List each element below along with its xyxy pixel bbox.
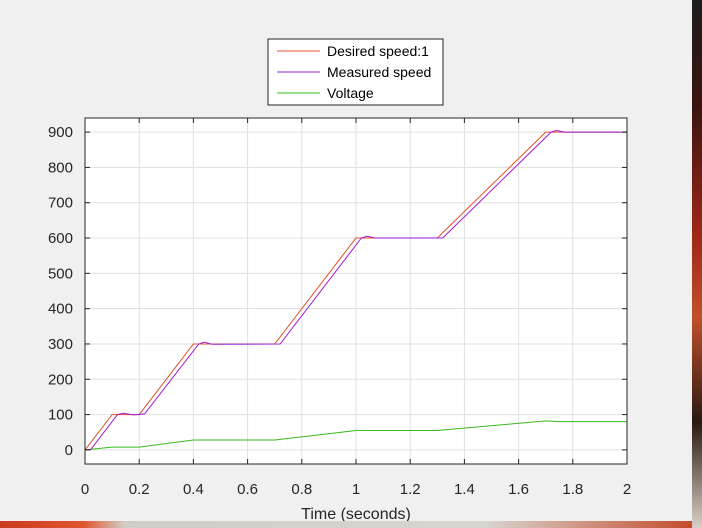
figure-window: 0 0.2 0.4 0.6 0.8 1 1.2 1.4 1.6 1.8 2 0 100 200 300 40… — [47, 38, 632, 521]
x-tick-label: 0.6 — [237, 481, 258, 498]
y-tick-label: 500 — [48, 265, 73, 282]
x-tick-label: 1.2 — [400, 481, 421, 498]
y-tick-label: 300 — [48, 336, 73, 353]
legend-label-measured-speed: Measured speed — [327, 64, 431, 80]
y-tick-label: 800 — [48, 159, 73, 176]
y-tick-label: 100 — [48, 407, 73, 424]
legend[interactable]: Desired speed:1 Measured speed Voltage — [267, 38, 444, 106]
y-tick-label: 0 — [65, 442, 73, 459]
background-desktop-edge — [0, 521, 692, 528]
legend-label-voltage: Voltage — [327, 85, 374, 101]
x-tick-label: 1.8 — [562, 481, 583, 498]
series-line-measured-speed — [85, 129, 627, 451]
y-tick-label: 700 — [48, 195, 73, 212]
x-tick-label: 0 — [81, 481, 89, 498]
x-tick-label: 0.2 — [129, 481, 150, 498]
series-line-voltage — [84, 420, 627, 451]
y-tick-label: 400 — [48, 301, 73, 318]
x-tick-label: 0.4 — [183, 481, 204, 498]
y-tick-label: 200 — [48, 371, 73, 388]
x-tick-label: 1.6 — [508, 481, 529, 498]
x-tick-label: 1.4 — [454, 481, 475, 498]
legend-label-desired-speed: Desired speed:1 — [327, 43, 429, 59]
background-window-edge — [692, 0, 702, 528]
y-tick-label: 600 — [48, 230, 73, 247]
x-tick-label: 1 — [352, 481, 360, 498]
line-chart: 0 0.2 0.4 0.6 0.8 1 1.2 1.4 1.6 1.8 2 0 100 200 300 40… — [48, 38, 631, 521]
y-tick-label: 900 — [48, 124, 73, 141]
x-tick-label: 0.8 — [291, 481, 312, 498]
series-layer — [84, 129, 628, 451]
y-tick-labels: 0 100 200 300 400 500 600 700 800 900 — [48, 124, 73, 459]
x-tick-labels: 0 0.2 0.4 0.6 0.8 1 1.2 1.4 1.6 1.8 2 — [81, 481, 631, 498]
x-tick-label: 2 — [623, 481, 631, 498]
axis-ticks — [84, 118, 628, 464]
x-axis-title: Time (seconds) — [301, 506, 411, 521]
